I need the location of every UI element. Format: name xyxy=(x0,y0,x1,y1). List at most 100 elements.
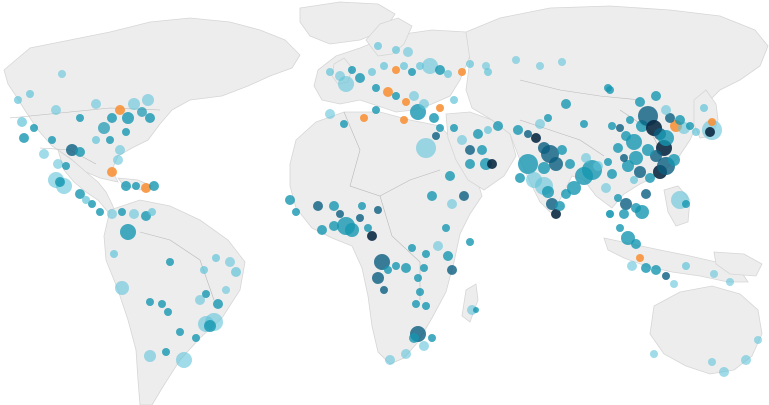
map-bubble-light xyxy=(129,209,139,219)
land-layer xyxy=(3,1,769,405)
map-bubble-mid xyxy=(555,201,565,211)
map-bubble-dark xyxy=(524,130,532,138)
map-bubble-mid xyxy=(668,154,680,166)
map-bubble-mid xyxy=(427,191,437,201)
map-bubble-light xyxy=(14,96,22,104)
map-bubble-mid xyxy=(75,189,85,199)
bubble-layer xyxy=(14,42,762,377)
map-bubble-orange xyxy=(636,254,644,262)
map-bubble-mid xyxy=(118,208,126,216)
map-bubble-light xyxy=(512,56,520,64)
map-bubble-mid xyxy=(473,129,483,139)
map-bubble-orange xyxy=(360,114,368,122)
map-bubble-mid xyxy=(98,122,110,134)
map-bubble-mid xyxy=(626,134,642,150)
map-bubble-mid xyxy=(473,307,479,313)
map-bubble-dark xyxy=(620,154,628,162)
map-bubble-darkest xyxy=(367,231,377,241)
map-bubble-light xyxy=(325,109,335,119)
map-bubble-mid xyxy=(435,65,445,75)
map-bubble-mid xyxy=(675,115,685,125)
map-bubble-light xyxy=(650,350,658,358)
map-bubble-mid xyxy=(515,173,525,183)
map-bubble-mid xyxy=(75,147,85,157)
map-bubble-mid xyxy=(329,221,339,231)
map-bubble-mid xyxy=(137,107,147,117)
map-bubble-mid xyxy=(613,143,623,153)
map-bubble-dark xyxy=(380,286,388,294)
map-bubble-orange xyxy=(383,87,393,97)
map-bubble-darkest xyxy=(487,159,497,169)
map-bubble-light xyxy=(754,336,762,344)
map-bubble-mid xyxy=(145,113,155,123)
map-bubble-light xyxy=(466,60,474,68)
map-bubble-mid xyxy=(561,99,571,109)
map-bubble-light xyxy=(558,58,566,66)
map-bubble-mid xyxy=(340,120,348,128)
map-bubble-darkest xyxy=(551,209,561,219)
map-bubble-mid xyxy=(76,114,84,122)
map-bubble-orange xyxy=(400,116,408,124)
land-south-america xyxy=(103,199,246,405)
map-bubble-mid xyxy=(686,122,694,130)
map-bubble-mid xyxy=(408,68,416,76)
map-bubble-light xyxy=(403,47,413,57)
map-bubble-light xyxy=(700,104,708,112)
map-bubble-orange xyxy=(402,98,410,106)
map-bubble-light xyxy=(51,105,61,115)
map-bubble-mid xyxy=(631,239,641,249)
map-bubble-dark xyxy=(432,132,440,140)
map-bubble-light xyxy=(107,209,117,219)
map-bubble-light xyxy=(113,155,123,165)
map-bubble-mid xyxy=(622,160,634,172)
border-central-asia xyxy=(519,119,605,157)
map-bubble-mid xyxy=(651,265,661,275)
map-bubble-light xyxy=(726,278,734,286)
map-bubble-light xyxy=(457,135,467,145)
map-bubble-light xyxy=(400,62,408,70)
map-bubble-light xyxy=(222,286,230,294)
map-bubble-mid xyxy=(416,288,424,296)
map-bubble-light xyxy=(374,42,382,50)
map-bubble-mid xyxy=(30,124,38,132)
map-bubble-mid xyxy=(412,300,420,308)
map-bubble-mid xyxy=(420,264,428,272)
map-bubble-orange xyxy=(107,167,117,177)
map-bubble-mid xyxy=(429,113,439,123)
map-bubble-light xyxy=(484,68,492,76)
map-bubble-dark xyxy=(662,272,670,280)
map-bubble-orange xyxy=(708,118,716,126)
map-bubble-mid xyxy=(442,224,450,232)
map-bubble-mid xyxy=(682,200,690,208)
map-bubble-mid xyxy=(358,202,366,210)
map-bubble-mid xyxy=(658,130,674,146)
map-bubble-mid xyxy=(317,225,327,235)
map-bubble-dark xyxy=(372,272,384,284)
map-bubble-light xyxy=(392,46,400,54)
map-bubble-dark xyxy=(374,254,390,270)
map-bubble-light xyxy=(385,355,395,365)
map-bubble-mid xyxy=(392,92,400,100)
map-bubble-mid xyxy=(465,159,475,169)
map-bubble-light xyxy=(708,358,716,366)
map-bubble-mid xyxy=(132,182,140,190)
map-bubble-mid xyxy=(565,159,575,169)
map-bubble-light xyxy=(416,62,424,70)
map-bubble-mid xyxy=(651,91,661,101)
map-bubble-dark xyxy=(459,191,469,201)
map-bubble-light xyxy=(58,70,66,78)
map-bubble-mid xyxy=(384,266,392,274)
map-bubble-mid xyxy=(428,334,436,342)
map-bubble-light xyxy=(231,267,241,277)
map-bubble-light xyxy=(409,91,419,101)
map-bubble-light xyxy=(444,70,452,78)
map-bubble-light xyxy=(593,161,603,171)
map-bubble-darkest xyxy=(531,133,541,143)
map-bubble-mid xyxy=(443,251,453,261)
map-bubble-light xyxy=(601,183,611,193)
map-bubble-mid xyxy=(567,181,581,195)
map-bubble-dark xyxy=(546,198,558,210)
map-bubble-dark xyxy=(616,124,624,132)
map-bubble-mid xyxy=(392,262,400,270)
